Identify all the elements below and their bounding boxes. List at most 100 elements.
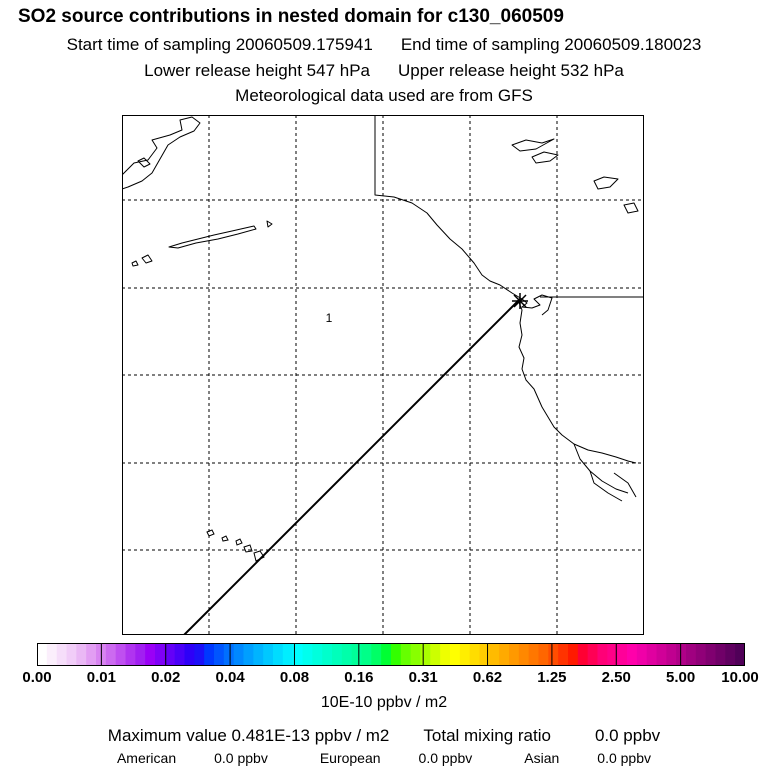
colorbar-tick-label: 5.00 bbox=[666, 669, 696, 686]
colorbar-cell bbox=[164, 643, 176, 666]
colorbar-cell bbox=[184, 643, 195, 666]
colorbar-cell bbox=[450, 643, 461, 666]
european-label: European bbox=[319, 750, 381, 766]
colorbar-cell bbox=[489, 643, 500, 666]
colorbar-cell bbox=[499, 643, 510, 666]
colorbar-cell bbox=[548, 643, 559, 666]
colorbar-cell bbox=[400, 643, 412, 666]
colorbar-cell bbox=[125, 643, 136, 666]
release-height-line: Lower release height 547 hPa Upper releas… bbox=[0, 61, 768, 81]
colorbar-cell bbox=[391, 643, 402, 666]
upper-release-label: Upper release height 532 hPa bbox=[398, 61, 624, 80]
colorbar-cell bbox=[322, 643, 333, 666]
colorbar-cell bbox=[656, 643, 667, 666]
regional-contributions: American 0.0 ppbv European 0.0 ppbv Asian 0.0… bbox=[0, 750, 768, 766]
colorbar-cell bbox=[302, 643, 313, 666]
colorbar-cell bbox=[587, 643, 599, 666]
asian-label: Asian bbox=[524, 750, 560, 766]
colorbar-cell bbox=[263, 643, 274, 666]
colorbar-cell bbox=[558, 643, 569, 666]
colorbar-cell bbox=[243, 643, 254, 666]
colorbar-cell bbox=[479, 643, 490, 666]
colorbar-cell bbox=[56, 643, 68, 666]
colorbar-cell bbox=[76, 643, 87, 666]
colorbar-cell bbox=[538, 643, 549, 666]
colorbar-cell bbox=[292, 643, 304, 666]
colorbar-cell bbox=[361, 643, 372, 666]
colorbar-tick-label: 0.02 bbox=[151, 669, 181, 686]
colorbar-tick-label: 0.31 bbox=[408, 669, 438, 686]
colorbar-cell bbox=[627, 643, 638, 666]
colorbar-cell bbox=[666, 643, 677, 666]
colorbar-cell bbox=[223, 643, 235, 666]
colorbar-cell bbox=[725, 643, 736, 666]
colorbar-tick-label: 1.25 bbox=[537, 669, 567, 686]
colorbar-cell bbox=[37, 643, 48, 666]
colorbar-cell bbox=[204, 643, 215, 666]
colorbar-cell bbox=[676, 643, 687, 666]
colorbar-tick-label: 0.08 bbox=[279, 669, 310, 686]
colorbar-cell bbox=[174, 643, 186, 666]
colorbar-tick-label: 0.04 bbox=[215, 669, 245, 686]
colorbar-cell bbox=[194, 643, 205, 666]
colorbar-cell bbox=[607, 643, 618, 666]
graticule bbox=[122, 115, 644, 635]
colorbar-tick-label: 0.16 bbox=[344, 669, 374, 686]
colorbar-cell bbox=[469, 643, 481, 666]
colorbar-cell bbox=[66, 643, 77, 666]
colorbar-cell bbox=[686, 643, 697, 666]
coastline bbox=[122, 115, 639, 502]
colorbar-cell bbox=[155, 643, 166, 666]
colorbar-cell bbox=[577, 643, 589, 666]
hawaii-islands bbox=[206, 529, 265, 562]
colorbar-cell bbox=[341, 643, 353, 666]
colorbar-cell bbox=[282, 643, 294, 666]
colorbar-cell bbox=[371, 643, 382, 666]
lower-release-label: Lower release height 547 hPa bbox=[144, 61, 370, 80]
colorbar-cell bbox=[145, 643, 156, 666]
colorbar-cell bbox=[420, 643, 431, 666]
page-title: SO2 source contributions in nested domai… bbox=[18, 6, 564, 27]
trajectory-line bbox=[183, 298, 521, 635]
colorbar-cell bbox=[695, 643, 707, 666]
colorbar-cell bbox=[597, 643, 608, 666]
colorbar-cell bbox=[253, 643, 264, 666]
colorbar-cell bbox=[115, 643, 127, 666]
colorbar-cell bbox=[86, 643, 97, 666]
met-data-label: Meteorological data used are from GFS bbox=[235, 86, 533, 105]
colorbar-cell bbox=[381, 643, 392, 666]
european-value: 0.0 ppbv bbox=[418, 750, 473, 766]
start-time-label: Start time of sampling 20060509.175941 bbox=[66, 35, 373, 54]
sampling-time-line: Start time of sampling 20060509.175941 En… bbox=[0, 35, 768, 55]
colorbar-cell bbox=[568, 643, 579, 666]
colorbar-cell bbox=[509, 643, 520, 666]
colorbar-cell bbox=[440, 643, 451, 666]
colorbar-cell bbox=[459, 643, 471, 666]
units-label: 10E-10 ppbv / m2 bbox=[320, 694, 448, 711]
colorbar-cell bbox=[636, 643, 648, 666]
colorbar-cell bbox=[46, 643, 58, 666]
colorbar-tick-label: 10.00 bbox=[721, 669, 759, 686]
colorbar-cell bbox=[312, 643, 323, 666]
colorbar-cell bbox=[528, 643, 540, 666]
map-panel: 1 bbox=[122, 115, 644, 635]
colorbar-cell bbox=[646, 643, 658, 666]
total-mixing-label: Total mixing ratio bbox=[423, 726, 551, 745]
colorbar-tick-label: 2.50 bbox=[601, 669, 631, 686]
colorbar-cell bbox=[214, 643, 225, 666]
american-label: American bbox=[116, 750, 177, 766]
colorbar-cell bbox=[410, 643, 422, 666]
colorbar-tick-label: 0.01 bbox=[86, 669, 116, 686]
colorbar-cell bbox=[735, 643, 745, 666]
asian-value: 0.0 ppbv bbox=[597, 750, 652, 766]
colorbar-border bbox=[37, 643, 745, 666]
colorbar-cell bbox=[715, 643, 726, 666]
max-value-line: Maximum value 0.481E-13 ppbv / m2 Total m… bbox=[0, 726, 768, 746]
colorbar-cell bbox=[617, 643, 628, 666]
american-value: 0.0 ppbv bbox=[214, 750, 268, 766]
colorbar-cell bbox=[518, 643, 530, 666]
colorbar-cells bbox=[37, 643, 745, 666]
colorbar-cell bbox=[332, 643, 343, 666]
region-label: 1 bbox=[326, 311, 333, 325]
colorbar-cell bbox=[351, 643, 363, 666]
